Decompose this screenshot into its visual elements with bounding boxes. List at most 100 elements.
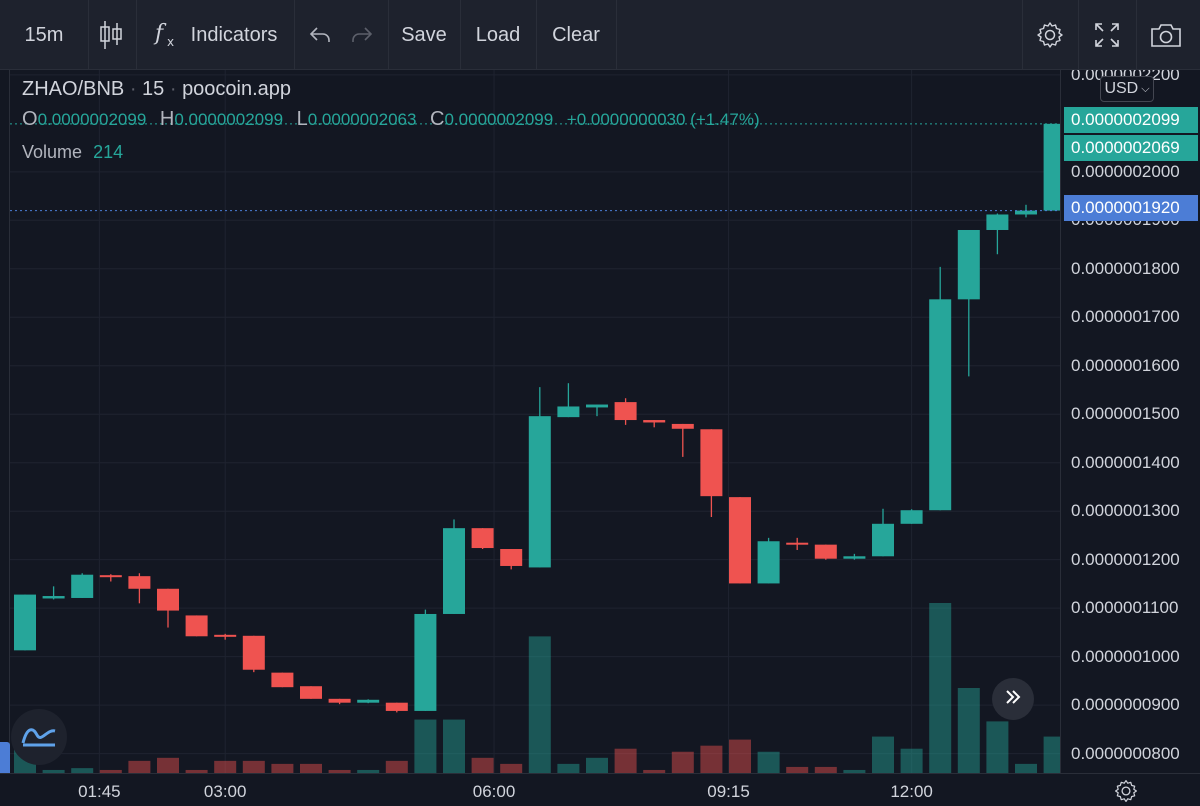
candle-body [671, 423, 694, 429]
screenshot-button[interactable] [1136, 0, 1196, 70]
price-tick-label: 0.0000001500 [1071, 404, 1180, 424]
currency-label: USD [1104, 80, 1139, 97]
volume-bar [929, 603, 952, 773]
volume-value: 214 [93, 142, 124, 162]
volume-bar [157, 757, 179, 773]
candle-body [385, 702, 408, 711]
candle-body [242, 635, 265, 670]
volume-bar [185, 769, 208, 773]
price-tick-label: 0.0000000900 [1071, 695, 1180, 715]
candle-body [471, 528, 494, 549]
undo-icon [308, 25, 332, 45]
price-tick-label: 0.0000001300 [1071, 501, 1180, 521]
undo-button[interactable] [300, 0, 340, 70]
clear-button[interactable]: Clear [536, 0, 616, 70]
fullscreen-icon [1093, 21, 1121, 49]
volume-bar [99, 769, 122, 773]
candle-body [586, 404, 608, 408]
volume-bar [271, 763, 294, 773]
gear-icon [1035, 20, 1065, 50]
volume-label: Volume [22, 142, 83, 162]
candle-body [500, 549, 523, 566]
candle-body [214, 634, 237, 637]
left-handle[interactable] [0, 742, 10, 776]
gear-icon [1113, 779, 1139, 806]
tradingview-logo-button[interactable] [11, 709, 67, 765]
toolbar-divider [1078, 0, 1079, 70]
scroll-to-realtime-button[interactable] [992, 678, 1034, 720]
candle-body [1015, 210, 1037, 215]
change-value: +0.0000000030 (+1.47%) [566, 110, 760, 129]
low-label: L [296, 108, 308, 130]
save-button[interactable]: Save [388, 0, 460, 70]
time-tick-label: 12:00 [890, 782, 933, 801]
legend-dot: · [169, 78, 183, 100]
price-tick-label: 0.0000002000 [1071, 161, 1180, 181]
redo-button[interactable] [342, 0, 382, 70]
chart-type-button[interactable] [88, 0, 134, 70]
camera-icon [1150, 22, 1182, 48]
price-scale[interactable]: 0.00000022000.00000020000.00000019000.00… [1060, 70, 1200, 773]
volume-bar [957, 688, 980, 773]
toolbar-divider [1136, 0, 1137, 70]
volume-bar [900, 748, 923, 773]
toolbar-divider [88, 0, 89, 70]
price-tick-label: 0.0000000800 [1071, 743, 1180, 763]
tradingview-logo-icon [21, 723, 57, 752]
candle-body [42, 596, 65, 599]
symbol-name: ZHAO/BNB [22, 78, 125, 100]
candle-body [300, 686, 322, 699]
interval-button[interactable]: 15m [0, 0, 88, 70]
volume-bar [786, 766, 809, 773]
candle-body [357, 699, 380, 703]
last-price-value: 0.0000002099 [1071, 110, 1180, 129]
chevron-down-icon: ⌵ [1141, 82, 1150, 95]
crosshair-price-value: 0.0000001920 [1071, 198, 1180, 217]
candle-body [643, 420, 666, 423]
price-tick-label: 0.0000001800 [1071, 258, 1180, 278]
currency-selector[interactable]: USD ⌵ [1100, 76, 1154, 102]
high-label: H [159, 108, 175, 130]
fullscreen-button[interactable] [1078, 0, 1136, 70]
volume-bar [700, 745, 723, 773]
chart-pane[interactable]: ZHAO/BNB · 15 · poocoin.app O0.000000209… [10, 70, 1060, 773]
redo-icon [350, 25, 374, 45]
candle-body [328, 698, 351, 703]
price-chart[interactable] [10, 70, 1060, 773]
candle-body [957, 229, 980, 300]
candle-body [700, 429, 723, 497]
price-tick-label: 0.0000001200 [1071, 549, 1180, 569]
price-tick-label: 0.0000001000 [1071, 646, 1180, 666]
volume-bar [414, 719, 437, 773]
time-scale[interactable]: 01:45 03:00 06:00 09:15 12:00 [0, 773, 1200, 806]
volume-bar [500, 763, 523, 773]
volume-bar [814, 766, 837, 773]
symbol-interval: 15 [142, 78, 165, 100]
open-label: O [22, 108, 38, 130]
volume-bar [872, 736, 894, 773]
candle-body [271, 672, 294, 688]
settings-button[interactable] [1022, 0, 1078, 70]
candle-body [443, 528, 465, 614]
candle-body [757, 541, 780, 584]
scale-settings-button[interactable] [1113, 778, 1139, 804]
volume-legend: Volume 214 [22, 142, 123, 163]
candle-body [71, 574, 94, 598]
volume-bar [671, 751, 694, 773]
volume-bar [385, 760, 408, 773]
volume-bar [843, 769, 866, 773]
candle-body [614, 402, 637, 421]
candle-body [900, 510, 923, 524]
load-button[interactable]: Load [460, 0, 536, 70]
time-tick-label: 09:15 [707, 782, 750, 801]
symbol-source: poocoin.app [182, 78, 292, 100]
time-tick-label: 03:00 [203, 782, 247, 801]
interval-label: 15m [24, 23, 64, 46]
candle-body [557, 406, 580, 418]
low-value: 0.0000002063 [307, 110, 417, 129]
prev-price-tag: 0.0000002069 [1064, 135, 1198, 161]
volume-bar [643, 769, 666, 773]
price-tick-label: 0.0000001400 [1071, 452, 1180, 472]
